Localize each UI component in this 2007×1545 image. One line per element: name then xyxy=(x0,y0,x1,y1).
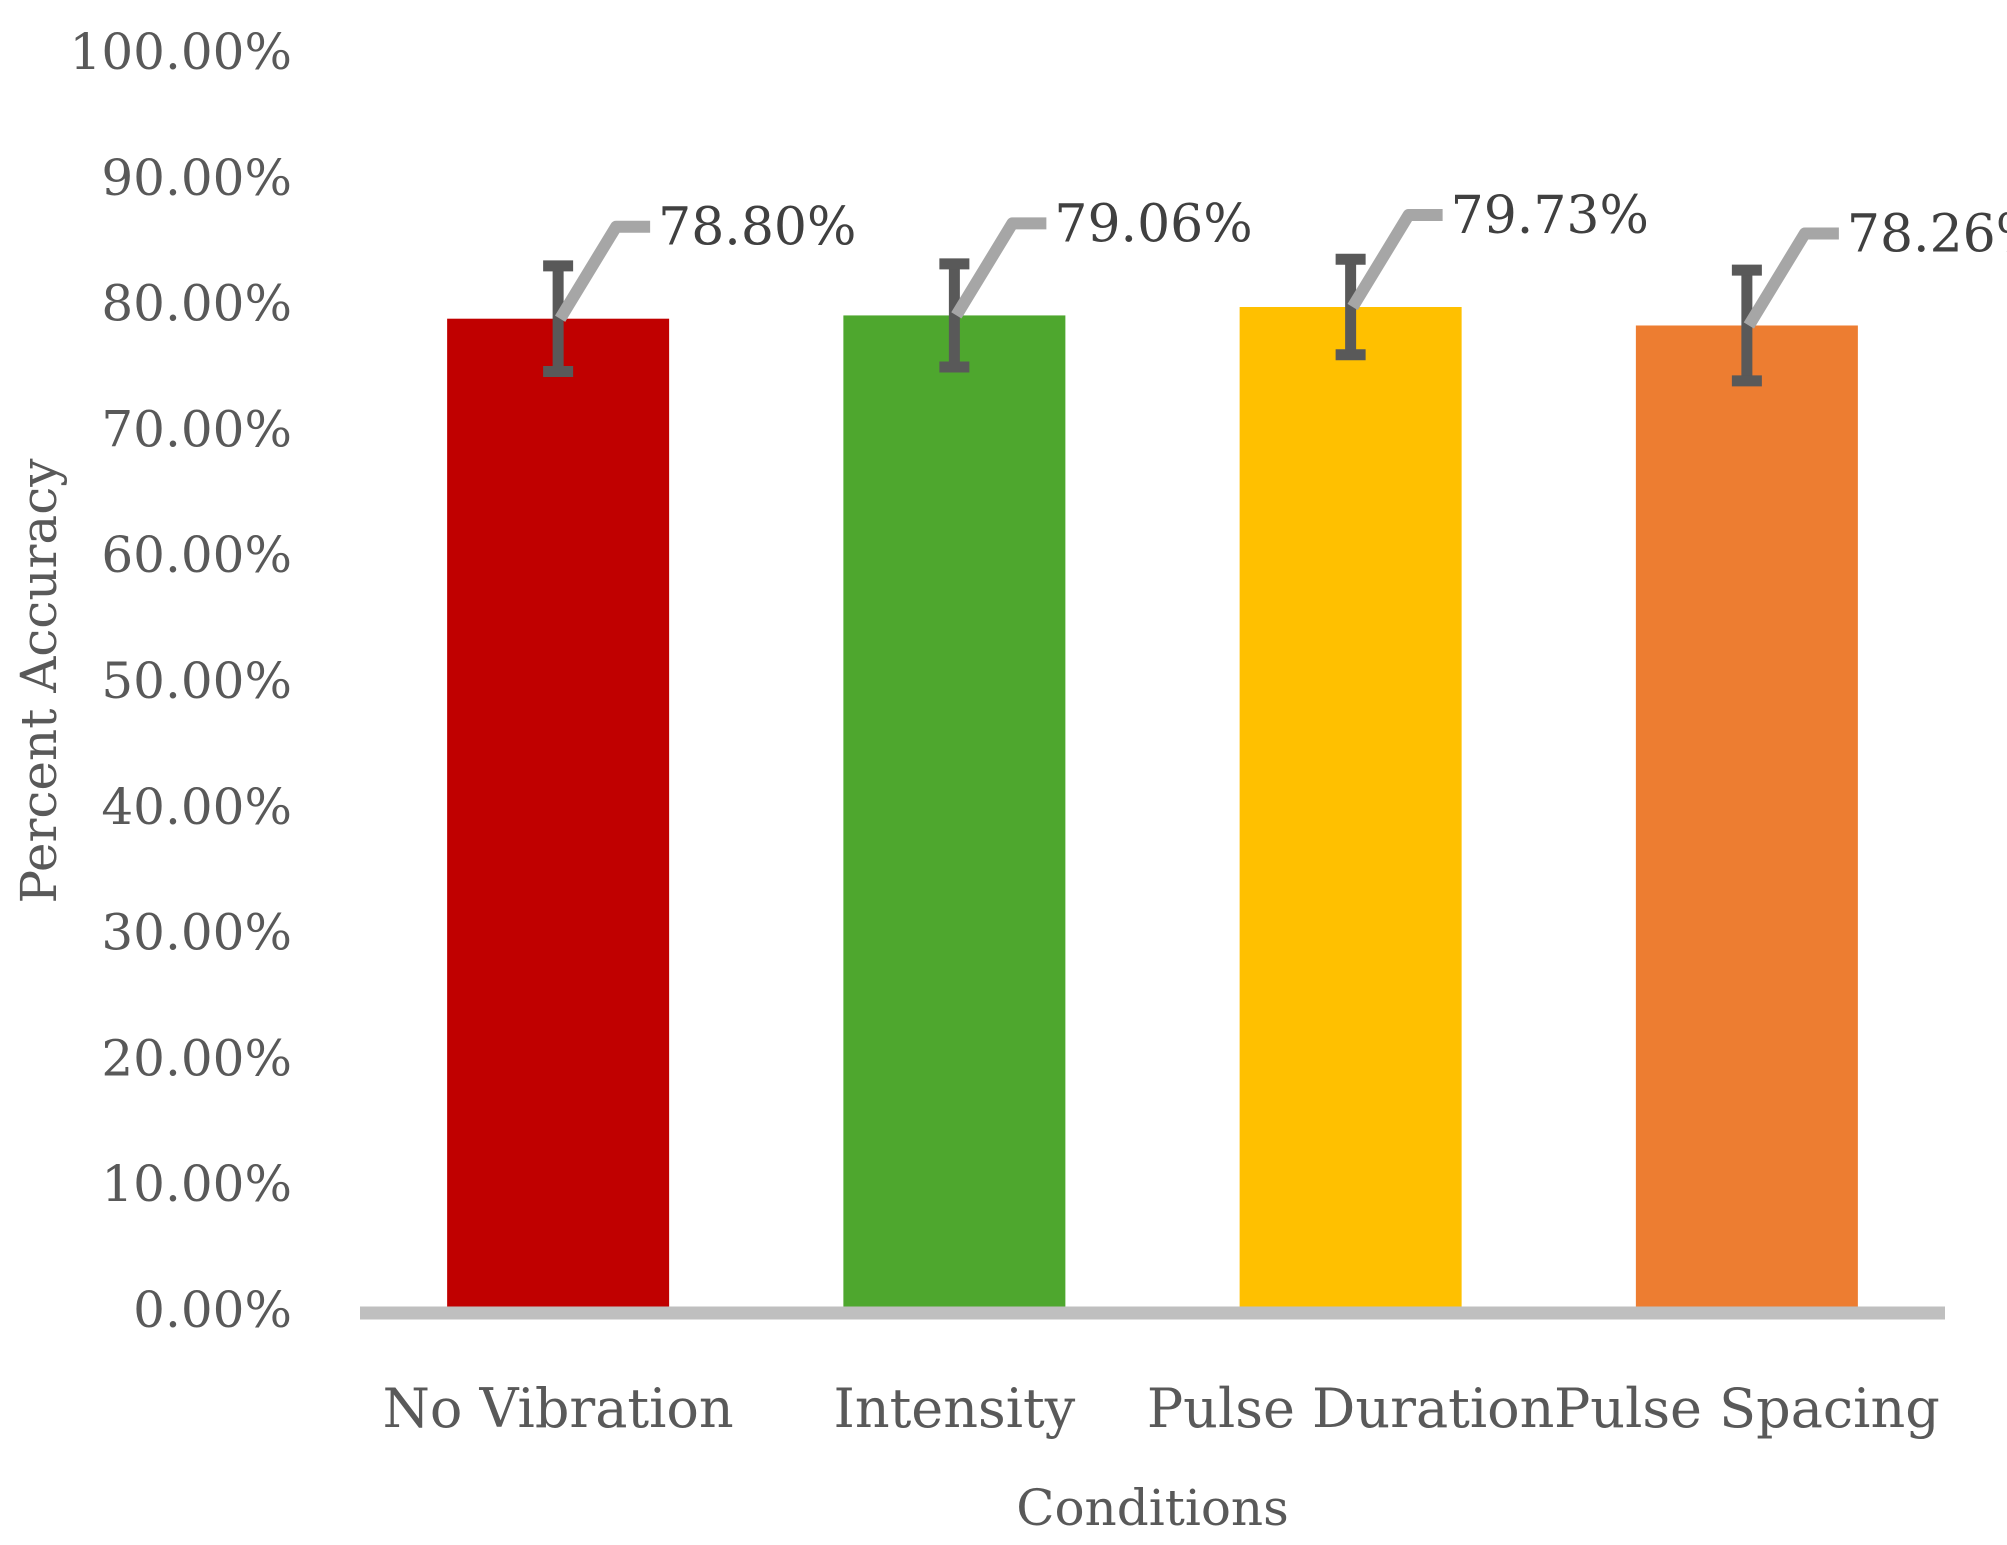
data-label: 79.06% xyxy=(1054,194,1252,254)
y-tick-label: 80.00% xyxy=(101,275,292,333)
data-labels-group: 78.80% 79.06% 79.73% 78.26% xyxy=(658,186,2007,264)
x-category-label: No Vibration xyxy=(383,1377,734,1440)
x-axis-title: Conditions xyxy=(1016,1479,1289,1537)
data-label: 78.26% xyxy=(1847,204,2007,264)
data-label: 78.80% xyxy=(658,198,856,258)
y-tick-label: 60.00% xyxy=(101,526,292,584)
y-axis-ticks: 0.00% 10.00% 20.00% 30.00% 40.00% 50.00% 60.00… xyxy=(70,23,292,1339)
x-axis-category-labels: No Vibration Intensity Pulse Duration Pulse… xyxy=(383,1377,1940,1440)
bar xyxy=(843,315,1066,1311)
x-category-label: Pulse Spacing xyxy=(1554,1377,1940,1440)
y-tick-label: 90.00% xyxy=(101,149,292,207)
bar xyxy=(447,318,670,1310)
y-tick-label: 20.00% xyxy=(101,1029,292,1087)
data-label-leader xyxy=(951,217,1047,319)
bar xyxy=(1635,325,1858,1310)
data-label-leader xyxy=(1347,208,1443,311)
y-tick-label: 50.00% xyxy=(101,652,292,710)
y-tick-label: 100.00% xyxy=(70,23,292,81)
data-label: 79.73% xyxy=(1451,186,1649,246)
error-bar xyxy=(939,258,970,373)
y-axis-title: Percent Accuracy xyxy=(10,458,68,904)
bars-group xyxy=(447,306,1858,1311)
x-category-label: Intensity xyxy=(834,1377,1076,1440)
data-label-leader xyxy=(554,220,651,322)
error-bar xyxy=(543,260,574,378)
data-label-leaders-group xyxy=(554,208,1839,329)
data-label-leader xyxy=(1743,227,1839,329)
error-bar xyxy=(1731,264,1762,387)
error-bars-group xyxy=(543,253,1762,387)
error-bar xyxy=(1335,253,1366,361)
y-tick-label: 10.00% xyxy=(101,1155,292,1213)
y-tick-label: 30.00% xyxy=(101,904,292,962)
y-tick-label: 0.00% xyxy=(133,1281,292,1339)
bar xyxy=(1239,306,1462,1311)
y-tick-label: 70.00% xyxy=(101,400,292,458)
x-category-label: Pulse Duration xyxy=(1147,1377,1555,1440)
y-tick-label: 40.00% xyxy=(101,778,292,836)
